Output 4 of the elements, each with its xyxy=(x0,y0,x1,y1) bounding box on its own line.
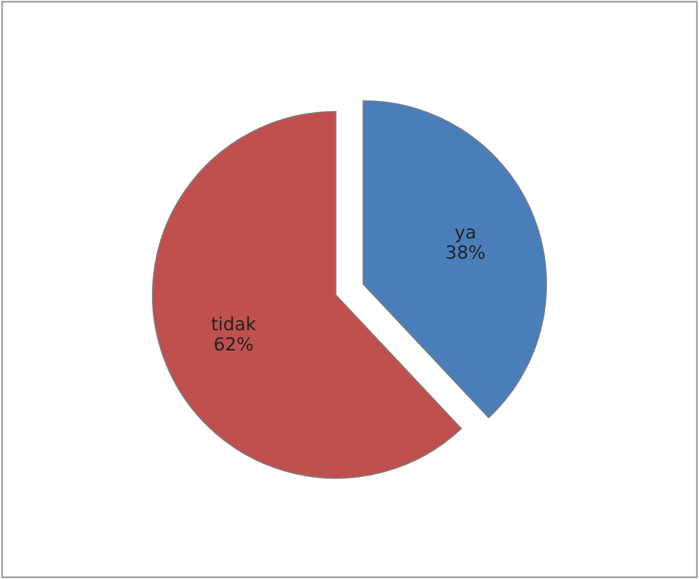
slice-label: tidak xyxy=(212,316,256,331)
slice-label: ya xyxy=(455,228,475,242)
data-label: 62% xyxy=(214,337,253,351)
data-label: 38% xyxy=(446,245,484,259)
